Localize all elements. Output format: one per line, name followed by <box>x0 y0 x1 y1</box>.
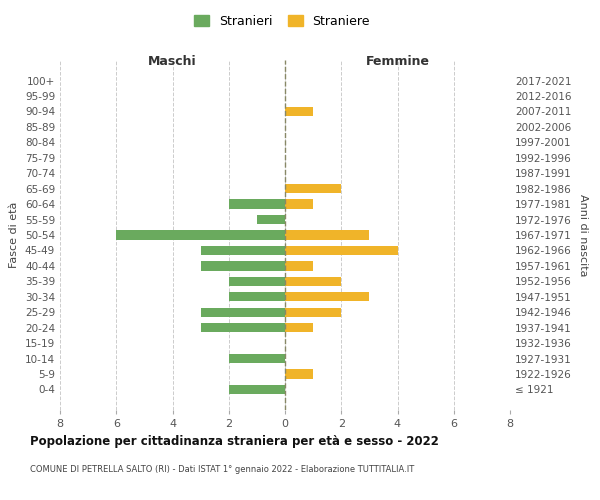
Bar <box>116 230 285 239</box>
Bar <box>200 308 285 317</box>
Bar <box>229 292 285 302</box>
Bar <box>285 292 370 302</box>
Bar <box>285 200 313 208</box>
Bar <box>285 107 313 116</box>
Bar <box>285 323 313 332</box>
Text: Femmine: Femmine <box>365 55 430 68</box>
Bar <box>200 262 285 270</box>
Bar <box>229 354 285 363</box>
Y-axis label: Anni di nascita: Anni di nascita <box>578 194 588 276</box>
Legend: Stranieri, Straniere: Stranieri, Straniere <box>190 11 374 32</box>
Bar <box>285 230 370 239</box>
Bar <box>229 200 285 208</box>
Bar <box>285 246 398 255</box>
Text: Popolazione per cittadinanza straniera per età e sesso - 2022: Popolazione per cittadinanza straniera p… <box>30 435 439 448</box>
Text: Maschi: Maschi <box>148 55 197 68</box>
Y-axis label: Fasce di età: Fasce di età <box>10 202 19 268</box>
Bar <box>257 215 285 224</box>
Bar <box>285 262 313 270</box>
Bar <box>229 385 285 394</box>
Bar <box>200 246 285 255</box>
Bar <box>285 276 341 286</box>
Bar <box>285 184 341 194</box>
Bar <box>285 370 313 378</box>
Bar <box>285 308 341 317</box>
Bar <box>229 276 285 286</box>
Bar <box>200 323 285 332</box>
Text: COMUNE DI PETRELLA SALTO (RI) - Dati ISTAT 1° gennaio 2022 - Elaborazione TUTTIT: COMUNE DI PETRELLA SALTO (RI) - Dati IST… <box>30 465 414 474</box>
